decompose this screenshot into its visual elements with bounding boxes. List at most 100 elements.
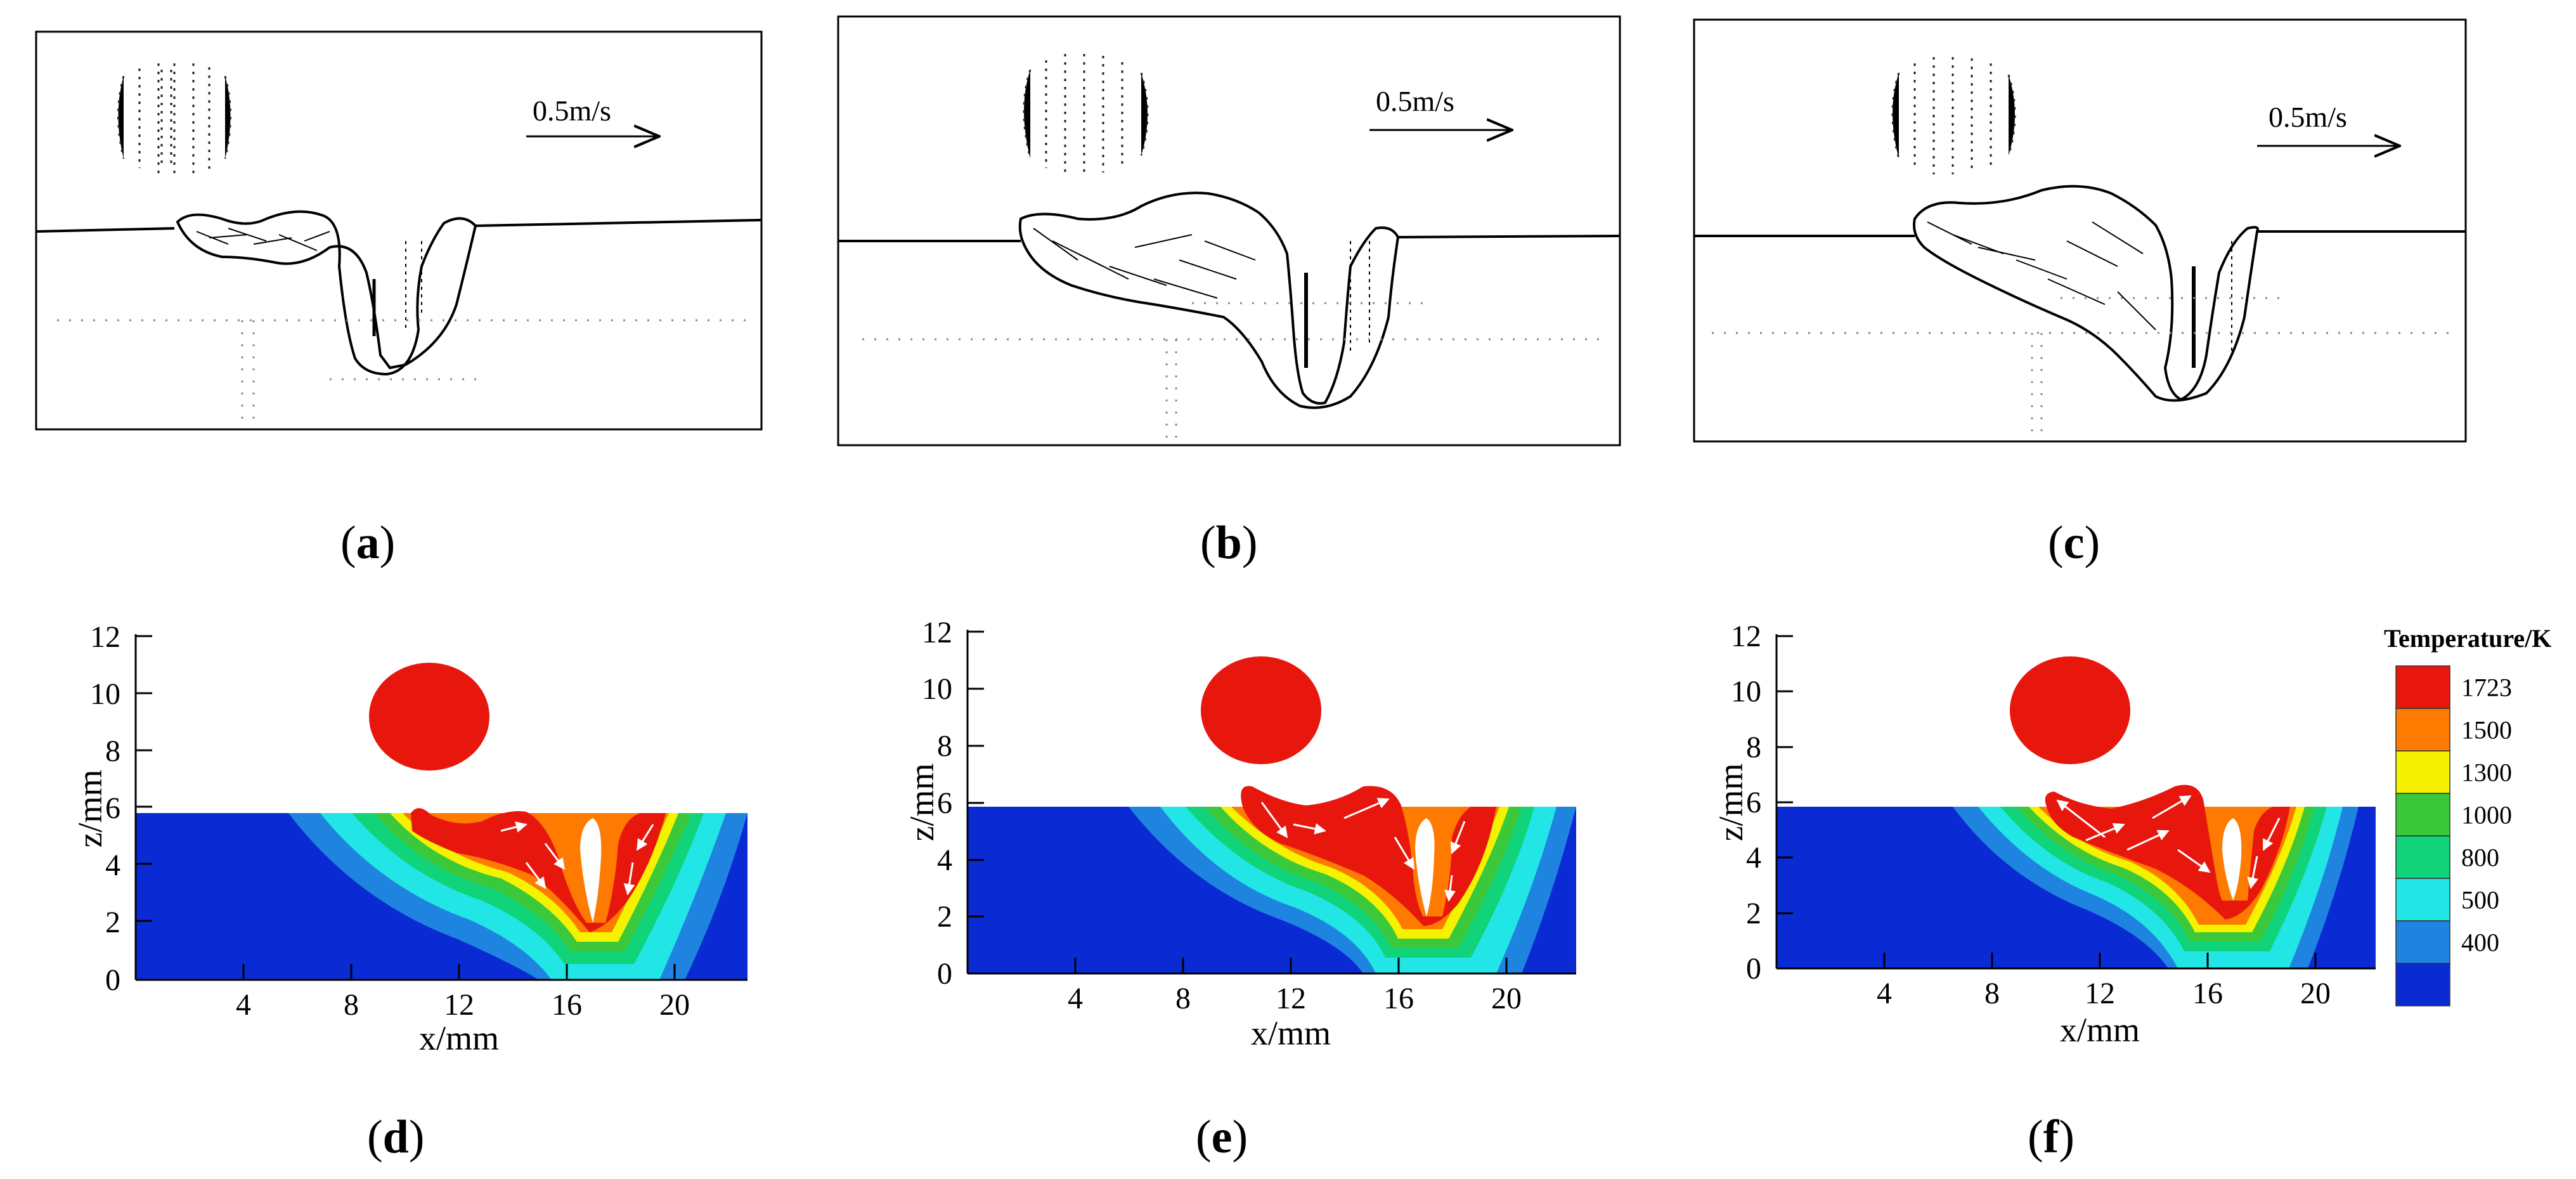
x-tick-label: 16 [2192, 977, 2223, 1010]
legend-swatch [2395, 708, 2450, 752]
velocity-scale: 0.5m/s [1369, 85, 1512, 130]
legend-value: 1500 [2461, 716, 2512, 745]
caption-e: (e) [1196, 1111, 1248, 1163]
y-tick-label: 2 [105, 906, 120, 939]
y-tick-labels: 0 2 4 6 8 10 12 [1731, 620, 1761, 986]
pool-vectors [196, 228, 422, 336]
x-tick-label: 20 [2300, 977, 2331, 1010]
legend-swatch [2395, 835, 2450, 879]
x-tick-labels: 4 8 12 16 20 [1877, 977, 2331, 1010]
melt-pool-outline [176, 210, 477, 376]
legend-value: 400 [2461, 928, 2499, 957]
substrate-surface [36, 219, 762, 233]
temperature-legend: Temperature/K 1723 1500 1300 1000 800 500 400 [2384, 624, 2551, 1006]
y-tick-label: 6 [1746, 786, 1761, 819]
velocity-scale: 0.5m/s [526, 94, 659, 136]
legend-value: 1723 [2461, 674, 2512, 702]
caption-d: (d) [367, 1111, 424, 1163]
legend-value: 500 [2461, 886, 2499, 915]
y-tick-label: 0 [937, 957, 952, 991]
panel-frame [35, 30, 763, 431]
x-tick-label: 12 [1276, 982, 1306, 1015]
keyhole-gap [2222, 818, 2242, 901]
caption-f: (f) [2028, 1111, 2074, 1163]
grid-dots [57, 319, 748, 422]
droplet [369, 663, 489, 771]
y-tick-label: 10 [922, 672, 952, 706]
temperature-contours [968, 786, 1576, 974]
caption-b: (b) [1200, 517, 1257, 569]
panel-f-temperature-field: 0 2 4 6 8 10 12 4 8 12 16 20 x/mm z/mm [1712, 620, 2376, 1049]
droplet [2010, 656, 2130, 764]
caption-a: (a) [340, 517, 395, 569]
legend-swatch [2395, 878, 2450, 922]
melt-pool [1241, 786, 1496, 926]
droplet-vectors [1023, 54, 1149, 174]
pool-vectors [1927, 221, 2232, 368]
scale-label: 0.5m/s [2269, 101, 2347, 133]
scale-label: 0.5m/s [533, 94, 611, 127]
axes [134, 634, 748, 981]
x-tick-label: 4 [1877, 977, 1892, 1010]
y-axis-label: z/mm [903, 764, 941, 842]
panel-e-temperature-field: 0 2 4 6 8 10 12 4 8 12 16 20 x/mm z/mm [903, 616, 1576, 1052]
y-tick-labels: 0 2 4 6 8 10 12 [922, 616, 952, 991]
y-tick-label: 4 [105, 849, 120, 882]
grid-dots [862, 302, 1604, 441]
legend-swatch [2395, 665, 2450, 709]
x-tick-label: 8 [344, 988, 359, 1022]
melt-pool-outline [1018, 192, 1400, 409]
y-tick-label: 4 [1746, 841, 1761, 875]
legend-value: 800 [2461, 844, 2499, 872]
x-tick-labels: 4 8 12 16 20 [1068, 982, 1522, 1015]
y-tick-label: 8 [937, 729, 952, 763]
x-tick-label: 12 [2085, 977, 2115, 1010]
panel-a-velocity-field: 0.5m/s [35, 30, 763, 431]
legend-swatch [2395, 793, 2450, 837]
x-tick-label: 16 [1383, 982, 1414, 1015]
y-tick-label: 4 [937, 844, 952, 877]
x-tick-label: 12 [444, 988, 474, 1022]
x-tick-label: 16 [552, 988, 582, 1022]
y-tick-label: 8 [1746, 731, 1761, 764]
axes [1775, 634, 2376, 970]
legend-swatch [2395, 750, 2450, 794]
y-tick-label: 0 [1746, 952, 1761, 986]
legend-swatch [2395, 920, 2450, 964]
y-tick-labels: 0 2 4 6 8 10 12 [90, 620, 120, 997]
temperature-contours [1777, 785, 2376, 968]
panel-b-velocity-field: 0.5m/s [837, 15, 1621, 446]
pool-vectors [1033, 228, 1370, 368]
y-axis-label: z/mm [1712, 764, 1750, 842]
y-tick-label: 6 [937, 786, 952, 820]
x-tick-labels: 4 8 12 16 20 [236, 988, 690, 1022]
scale-label: 0.5m/s [1376, 85, 1454, 117]
x-tick-label: 8 [1175, 982, 1191, 1015]
legend-swatches: 1723 1500 1300 1000 800 500 400 [2395, 665, 2512, 1006]
y-tick-label: 10 [90, 677, 120, 711]
legend-value: 1000 [2461, 801, 2512, 830]
y-tick-label: 2 [937, 900, 952, 934]
y-tick-label: 6 [105, 791, 120, 825]
flow-arrows [500, 821, 654, 896]
y-tick-label: 2 [1746, 897, 1761, 930]
substrate-surface [1694, 230, 2466, 237]
legend-title: Temperature/K [2384, 624, 2551, 653]
grid-dots [1712, 297, 2454, 438]
y-tick-label: 10 [1731, 675, 1761, 708]
y-tick-label: 12 [90, 620, 120, 654]
keyhole-gap [1415, 818, 1435, 916]
y-tick-label: 12 [922, 616, 952, 649]
caption-c: (c) [2048, 517, 2100, 569]
melt-pool-outline [1913, 185, 2259, 402]
velocity-scale: 0.5m/s [2257, 101, 2400, 146]
melt-pool [2045, 785, 2290, 920]
x-axis-label: x/mm [1251, 1014, 1331, 1052]
x-axis-label: x/mm [2060, 1011, 2140, 1049]
flow-arrows [2056, 795, 2281, 889]
y-tick-label: 12 [1731, 620, 1761, 653]
legend-value: 1300 [2461, 759, 2512, 787]
droplet [1201, 656, 1321, 764]
panel-d-temperature-field: 0 2 4 6 8 10 12 4 8 12 16 20 x/mm z/mm [71, 620, 748, 1057]
